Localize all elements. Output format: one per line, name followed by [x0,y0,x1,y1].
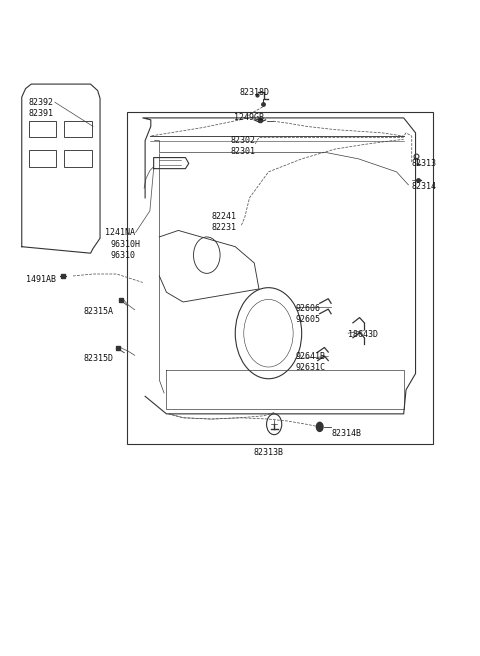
Text: 82313B: 82313B [253,449,283,457]
Text: 82314: 82314 [412,182,437,191]
Text: 1491AB: 1491AB [25,275,56,283]
Bar [29,150,56,167]
Text: 82241
82231: 82241 82231 [212,212,237,232]
Text: 82315D: 82315D [84,354,113,363]
Bar [64,121,92,137]
Text: 96310H
96310: 96310H 96310 [111,240,141,260]
Text: 1249GB: 1249GB [234,113,264,123]
Circle shape [316,422,323,432]
Bar [29,121,56,137]
Text: 82314B: 82314B [331,429,361,438]
Text: 82318D: 82318D [240,88,270,97]
Bar [127,112,433,443]
Text: 1241NA: 1241NA [105,228,135,237]
Text: 82315A: 82315A [84,307,113,316]
Text: 92606
92605: 92606 92605 [296,304,321,324]
Text: 82313: 82313 [412,159,437,168]
Text: 18643D: 18643D [348,330,378,339]
Text: 82392
82391: 82392 82391 [29,98,54,118]
Text: 82302
82301: 82302 82301 [230,136,255,156]
Bar [64,150,92,167]
Text: 92641B
92631C: 92641B 92631C [296,352,326,372]
